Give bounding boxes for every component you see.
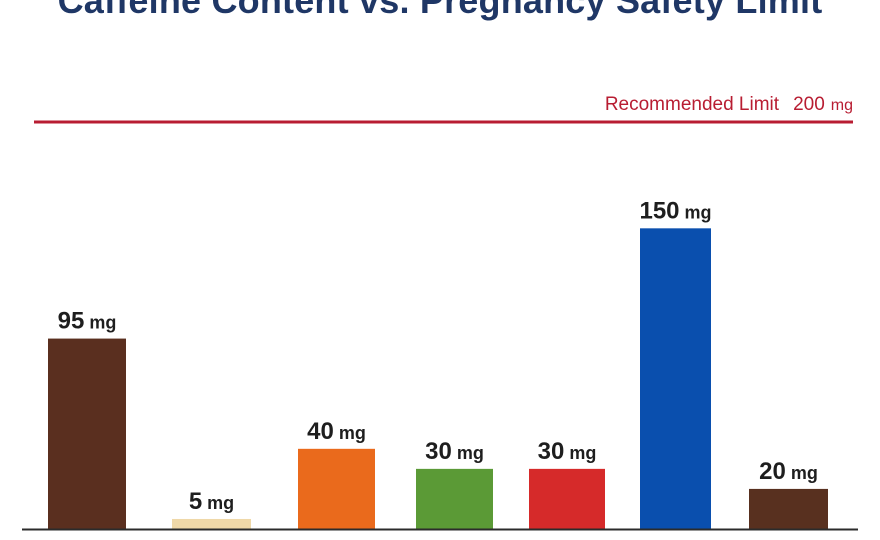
value-unit: mg (457, 443, 484, 463)
bar-1 (48, 338, 126, 529)
value-number: 95 (58, 308, 85, 335)
value-number: 20 (759, 458, 786, 485)
value-label-7: 20 mg (759, 458, 818, 485)
value-number: 40 (307, 418, 334, 445)
value-label-4: 30 mg (425, 438, 484, 465)
bar-7 (749, 488, 828, 529)
value-number: 5 (189, 488, 202, 515)
bar-2 (172, 518, 251, 529)
value-unit: mg (339, 423, 366, 443)
recommended-limit-text: Recommended Limit (605, 94, 780, 115)
recommended-limit-value: 200 (793, 94, 825, 115)
recommended-limit-unit: mg (831, 97, 853, 114)
value-unit: mg (685, 202, 712, 222)
value-number: 30 (538, 438, 565, 465)
chart-title: Caffeine Content vs. Pregnancy Safety Li… (57, 0, 823, 21)
value-label-2: 5 mg (189, 488, 234, 515)
recommended-limit-label: Recommended Limit 200 mg (605, 94, 853, 115)
bar-5 (529, 468, 605, 529)
value-label-1: 95 mg (58, 308, 117, 335)
bars-group (48, 228, 828, 530)
value-label-3: 40 mg (307, 418, 366, 445)
value-unit: mg (89, 313, 116, 333)
value-unit: mg (791, 463, 818, 483)
value-label-5: 30 mg (538, 438, 597, 465)
bar-4 (416, 468, 493, 529)
bar-6 (640, 228, 711, 530)
value-unit: mg (207, 493, 234, 513)
bar-3 (298, 448, 375, 529)
value-label-6: 150 mg (639, 197, 711, 224)
value-unit: mg (569, 443, 596, 463)
value-number: 150 (639, 197, 679, 224)
value-number: 30 (425, 438, 452, 465)
